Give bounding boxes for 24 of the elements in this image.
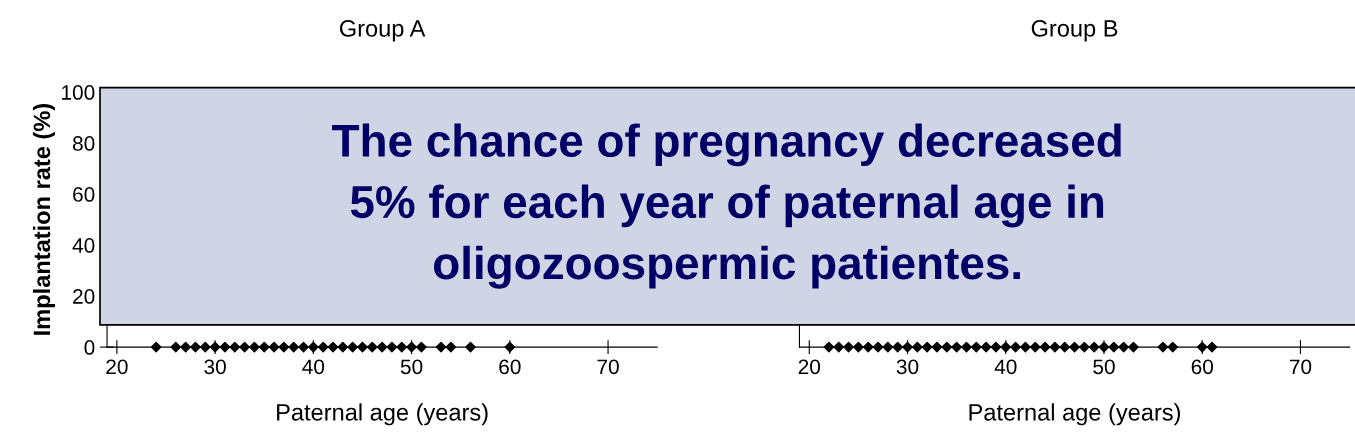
x-tick-label: 60 [1191, 359, 1213, 375]
y-tick-label: 0 [84, 340, 95, 355]
x-tick-label: 50 [400, 359, 423, 375]
chart-title: Group B [1031, 20, 1118, 42]
y-tick-label: 60 [73, 187, 95, 202]
x-tick-label: 70 [1289, 359, 1312, 375]
y-tick-label: 20 [73, 289, 95, 304]
y-tick-label: 40 [72, 238, 95, 253]
x-tick-label: 50 [1093, 359, 1115, 375]
chart-title: Group A [339, 20, 426, 42]
annotation: The chance of pregnancy decreased 5% for each year of paternal age in oligozoospermic patientes. [332, 123, 1121, 289]
x-tick-label: 40 [302, 359, 325, 375]
x-axis-title: Paternal age (years) [969, 403, 1181, 426]
x-tick-label: 20 [798, 359, 821, 375]
y-tick-label: 80 [72, 136, 95, 151]
y-tick-label: 100 [62, 85, 95, 100]
x-axis-title: Paternal age (years) [277, 403, 488, 426]
x-tick-label: 40 [994, 359, 1017, 375]
x-tick-label: 70 [597, 359, 619, 375]
x-tick-label: 20 [106, 359, 128, 375]
x-tick-label: 30 [204, 359, 226, 375]
x-tick-label: 60 [499, 359, 521, 375]
y-axis-title: Implantation rate (%) [32, 104, 55, 335]
x-tick-label: 30 [896, 359, 919, 375]
